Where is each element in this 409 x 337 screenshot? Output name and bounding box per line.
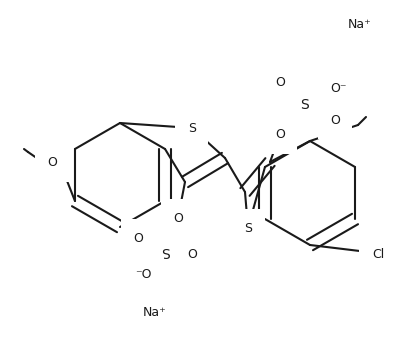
Text: O⁻: O⁻ (329, 82, 346, 94)
Text: ⁻O: ⁻O (135, 269, 152, 281)
Text: Cl: Cl (371, 248, 383, 262)
Text: O: O (173, 212, 182, 224)
Text: O: O (133, 232, 143, 245)
Text: Na⁺: Na⁺ (143, 306, 166, 318)
Text: O: O (47, 156, 57, 170)
Text: O: O (187, 248, 196, 262)
Text: O: O (329, 114, 339, 126)
Text: Na⁺: Na⁺ (347, 19, 371, 31)
Text: S: S (188, 122, 196, 134)
Text: O: O (274, 128, 284, 142)
Text: S: S (300, 98, 309, 112)
Text: O: O (274, 75, 284, 89)
Text: S: S (160, 248, 169, 262)
Text: S: S (243, 221, 252, 235)
